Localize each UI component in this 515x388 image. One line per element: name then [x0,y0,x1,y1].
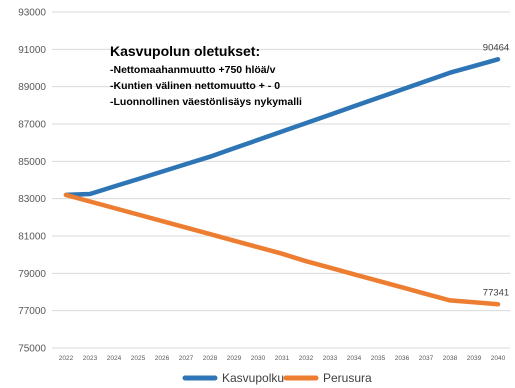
x-tick-label: 2036 [395,355,410,362]
annotation-line-2: -Kuntien välinen nettomuutto + - 0 [110,80,280,92]
x-tick-label: 2037 [419,355,434,362]
series-line-kasvupolku [63,57,501,198]
x-tick-label: 2033 [323,355,338,362]
y-tick-label: 85000 [18,157,46,168]
x-tick-label: 2026 [155,355,170,362]
annotation-line-3: -Luonnollinen väestönlisäys nykymalli [110,96,302,108]
y-tick-label: 93000 [18,8,46,19]
x-tick-label: 2035 [371,355,386,362]
annotation-line-1: -Nettomaahanmuutto +750 hlöä/v [110,64,276,76]
x-tick-label: 2032 [299,355,314,362]
legend-item-perusura[interactable]: Perusura [283,371,372,385]
data-label-perusura-end: 77341 [483,287,509,298]
series-lines [63,57,501,307]
series-line-perusura [63,192,501,307]
legend-label-kasvupolku: Kasvupolku [222,371,284,385]
x-tick-label: 2027 [179,355,194,362]
data-label-kasvupolku-end: 90464 [483,42,509,53]
annotation-title: Kasvupolun oletukset: [110,43,260,59]
x-tick-label: 2025 [131,355,146,362]
legend: Kasvupolku Perusura [182,371,372,385]
x-tick-label: 2029 [227,355,242,362]
x-tick-label: 2031 [275,355,290,362]
x-tick-label: 2030 [251,355,266,362]
y-tick-label: 87000 [18,120,46,131]
assumptions-annotation: Kasvupolun oletukset: -Nettomaahanmuutto… [110,43,302,108]
gridlines [52,11,510,349]
y-axis-ticks: 75000 77000 79000 81000 83000 85000 87000 89000… [18,8,46,355]
y-tick-label: 91000 [18,45,46,56]
x-tick-label: 2024 [107,355,122,362]
x-tick-label: 2039 [467,355,482,362]
x-tick-label: 2028 [203,355,218,362]
y-tick-label: 79000 [18,269,46,280]
data-labels: 90464 77341 [483,42,509,298]
y-tick-label: 89000 [18,82,46,93]
y-tick-label: 75000 [18,344,46,355]
y-tick-label: 81000 [18,232,46,243]
x-tick-label: 2038 [443,355,458,362]
x-tick-label: 2023 [83,355,98,362]
legend-label-perusura: Perusura [323,371,372,385]
y-tick-label: 77000 [18,306,46,317]
x-axis-ticks: 2022 2023 2024 2025 2026 2027 2028 2029 2030 2031… [59,355,506,362]
x-tick-label: 2022 [59,355,74,362]
x-tick-label: 2034 [347,355,362,362]
y-tick-label: 83000 [18,194,46,205]
x-tick-label: 2040 [491,355,506,362]
legend-item-kasvupolku[interactable]: Kasvupolku [182,371,284,385]
